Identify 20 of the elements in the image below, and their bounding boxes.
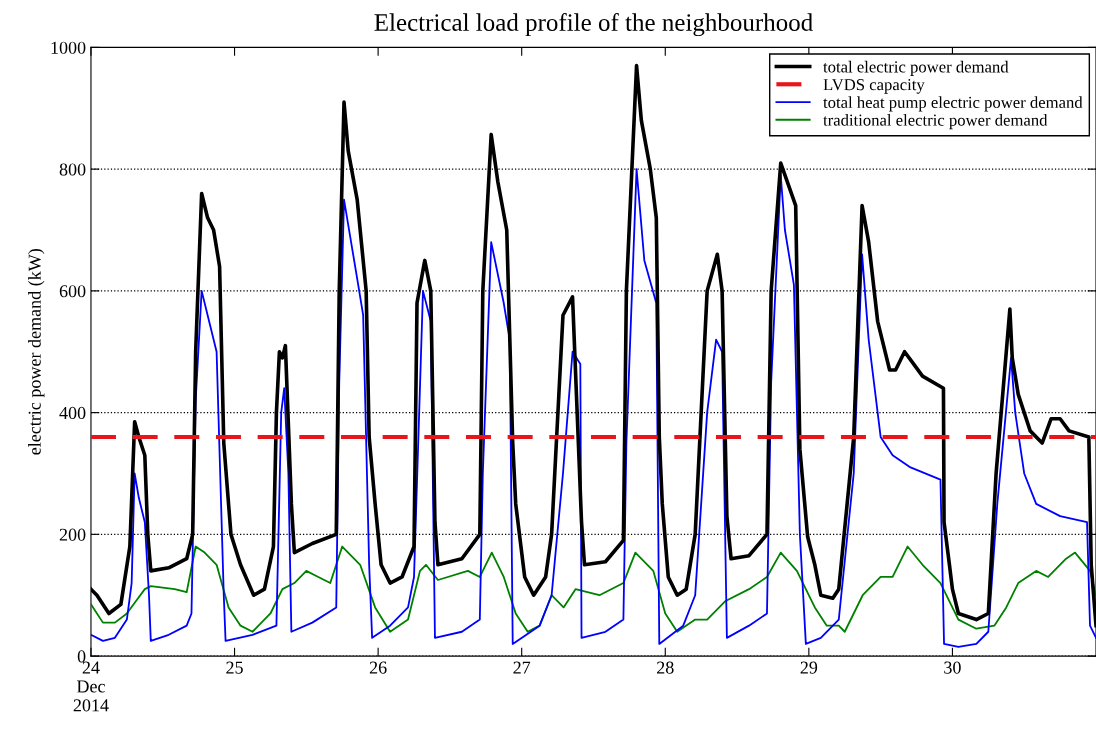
chart-title: Electrical load profile of the neighbourhood xyxy=(374,13,813,37)
line-series xyxy=(90,545,1096,633)
y-tick-label: 800 xyxy=(59,163,86,176)
y-tick-label: 600 xyxy=(59,285,86,298)
y-tick-label: 0 xyxy=(77,650,86,663)
legend-label: total heat pump electric power demand xyxy=(823,96,1083,112)
x-tick-label: 29 xyxy=(800,661,818,674)
x-tick-label: 28 xyxy=(657,661,674,674)
legend-label: LVDS capacity xyxy=(823,79,925,94)
x-tick-label: 25 xyxy=(226,661,243,674)
legend-label: total electric power demand xyxy=(823,60,1009,76)
line-series xyxy=(90,168,1096,648)
x-tick-label: 30 xyxy=(944,661,961,674)
y-tick-label: 200 xyxy=(59,528,86,541)
y-axis-title: electric power demand (kW) xyxy=(28,249,45,455)
legend-label: traditional electric power demand xyxy=(823,114,1048,130)
y-tick-label: 400 xyxy=(59,406,86,420)
x-tick-label: 27 xyxy=(513,661,531,674)
y-tick-label: 1000 xyxy=(51,41,86,54)
x-tick-label: 26 xyxy=(369,661,387,674)
